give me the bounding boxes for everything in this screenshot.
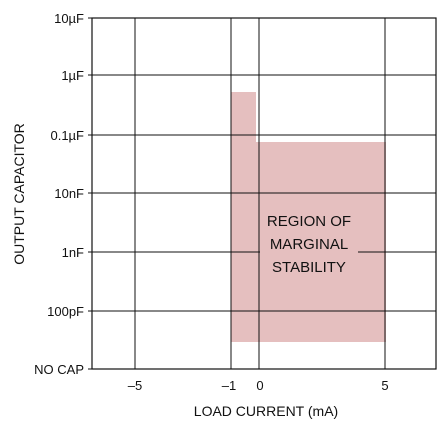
region-label: REGION OF MARGINAL STABILITY <box>267 213 351 276</box>
x-tick-label-0: 0 <box>256 378 263 393</box>
y-tick-label-100pF: 100pF <box>47 304 84 319</box>
x-axis-title: LOAD CURRENT (mA) <box>194 403 338 419</box>
y-tick-label-0.1uF: 0.1µF <box>50 128 84 143</box>
y-tick-label-10nF: 10nF <box>54 186 84 201</box>
x-tick-label-5: 5 <box>381 378 388 393</box>
x-tick-label--5: –5 <box>128 378 142 393</box>
y-tick-label-1uF: 1µF <box>61 68 84 83</box>
grid <box>92 18 436 369</box>
y-tick-label-10uF: 10µF <box>54 11 84 26</box>
y-tick-label-no-cap: NO CAP <box>34 362 84 377</box>
y-tick-label-1nF: 1nF <box>62 245 84 260</box>
y-tick-labels: 10µF 1µF 0.1µF 10nF 1nF 100pF NO CAP <box>34 11 84 377</box>
marginal-stability-region <box>231 92 386 342</box>
x-tick-label--1: –1 <box>222 378 236 393</box>
y-axis-title: OUTPUT CAPACITOR <box>11 123 27 265</box>
y-ticks <box>88 17 92 370</box>
region-label-line-2: MARGINAL <box>270 236 348 253</box>
region-label-line-1: REGION OF <box>267 213 351 230</box>
x-tick-labels: –5 –1 0 5 <box>128 378 389 393</box>
region-label-line-3: STABILITY <box>272 259 346 276</box>
